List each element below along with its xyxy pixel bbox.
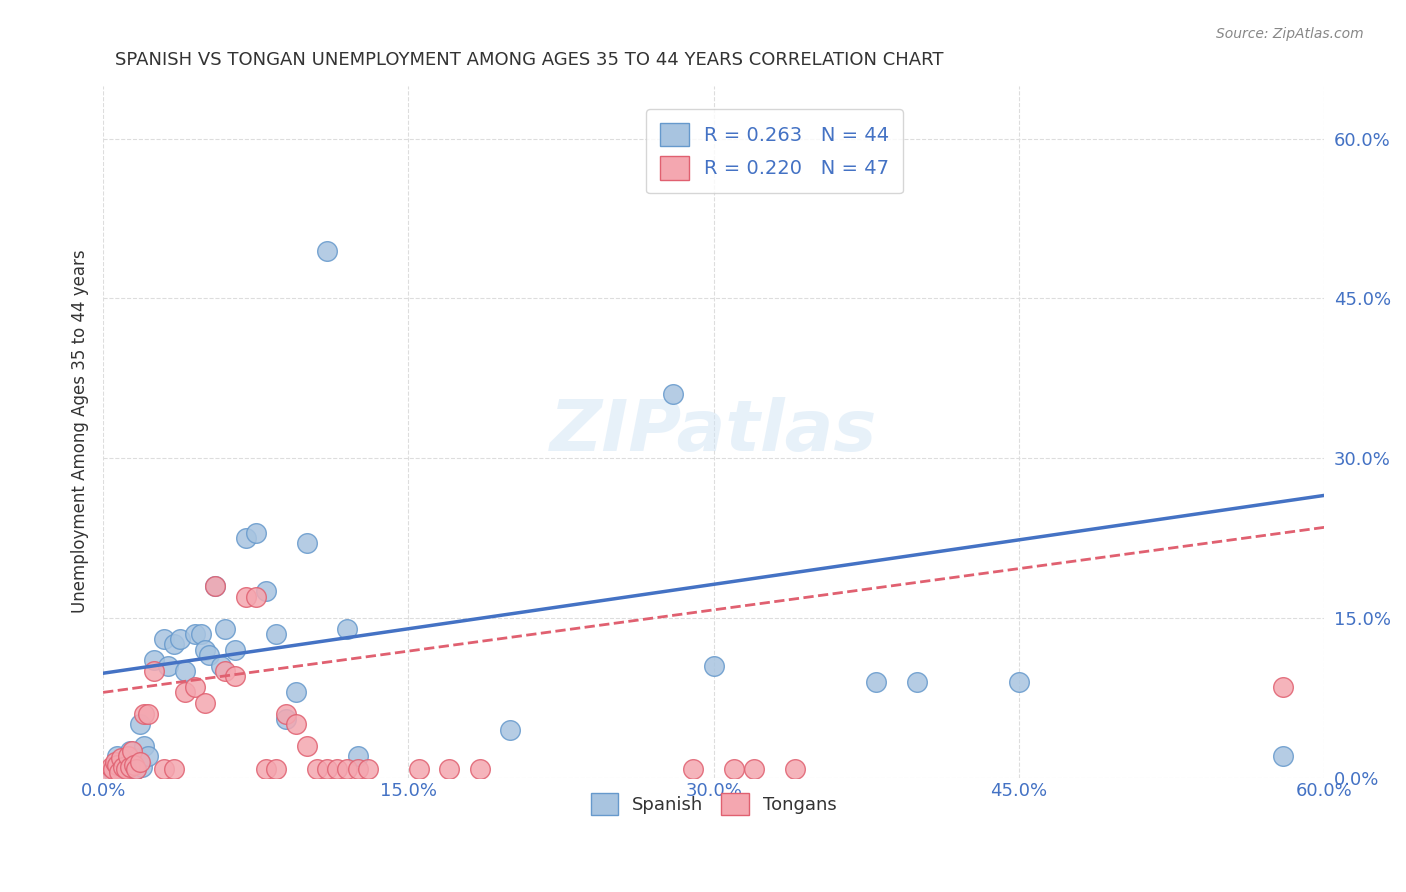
Point (437, 762, 460, 776)
Point (204, 579, 226, 593)
Point (118, 744, 141, 758)
Point (276, 712, 298, 726)
Point (143, 653, 166, 667)
Point (276, 706, 298, 721)
Point (163, 762, 186, 776)
Text: Source: ZipAtlas.com: Source: ZipAtlas.com (1216, 27, 1364, 41)
Point (121, 744, 143, 758)
Point (235, 531, 257, 545)
Point (117, 757, 139, 772)
Point (132, 706, 155, 721)
Point (214, 622, 236, 636)
Point (285, 685, 308, 699)
Point (110, 751, 132, 765)
Point (264, 762, 287, 776)
Point (316, 762, 339, 776)
Point (173, 664, 195, 678)
Y-axis label: Unemployment Among Ages 35 to 44 years: Unemployment Among Ages 35 to 44 years (72, 250, 89, 614)
Point (122, 755, 145, 769)
Point (214, 664, 236, 678)
Point (169, 632, 191, 647)
Point (783, 762, 806, 776)
Point (295, 536, 318, 550)
Point (209, 658, 232, 673)
Point (153, 632, 176, 647)
Point (132, 739, 155, 753)
Point (224, 669, 246, 683)
Point (194, 696, 217, 710)
Point (108, 760, 131, 774)
Point (136, 749, 159, 764)
Point (703, 658, 725, 673)
Point (100, 760, 122, 774)
Point (865, 674, 887, 689)
Point (183, 627, 205, 641)
Point (112, 760, 135, 774)
Legend: Spanish, Tongans: Spanish, Tongans (582, 784, 846, 824)
Point (128, 717, 150, 731)
Text: ZIPatlas: ZIPatlas (550, 397, 877, 466)
Point (204, 579, 226, 593)
Point (264, 627, 287, 641)
Point (346, 749, 368, 764)
Point (285, 717, 308, 731)
Point (153, 762, 176, 776)
Point (662, 387, 685, 401)
Point (143, 664, 166, 678)
Point (1008, 674, 1031, 689)
Point (131, 760, 153, 774)
Point (198, 648, 221, 662)
Point (105, 749, 128, 764)
Point (114, 762, 136, 776)
Point (346, 762, 368, 776)
Point (245, 590, 267, 604)
Point (105, 757, 128, 772)
Point (336, 762, 359, 776)
Point (103, 765, 125, 780)
Point (173, 685, 195, 699)
Point (125, 762, 148, 776)
Point (744, 762, 766, 776)
Point (1272, 680, 1295, 694)
Point (118, 760, 141, 774)
Point (96, 765, 118, 780)
Point (125, 762, 148, 776)
Point (1272, 749, 1295, 764)
Point (357, 762, 380, 776)
Point (122, 757, 145, 772)
Point (905, 674, 928, 689)
Point (408, 762, 430, 776)
Point (336, 622, 359, 636)
Point (254, 584, 277, 599)
Point (157, 658, 180, 673)
Point (305, 762, 328, 776)
Point (190, 627, 212, 641)
Point (127, 751, 149, 765)
Text: SPANISH VS TONGAN UNEMPLOYMENT AMONG AGES 35 TO 44 YEARS CORRELATION CHART: SPANISH VS TONGAN UNEMPLOYMENT AMONG AGE… (115, 51, 943, 69)
Point (235, 590, 257, 604)
Point (326, 762, 349, 776)
Point (245, 525, 267, 540)
Point (136, 706, 159, 721)
Point (468, 762, 491, 776)
Point (194, 642, 217, 657)
Point (117, 749, 139, 764)
Point (103, 762, 125, 776)
Point (108, 765, 131, 780)
Point (163, 638, 186, 652)
Point (224, 642, 246, 657)
Point (104, 755, 127, 769)
Point (128, 755, 150, 769)
Point (183, 680, 205, 694)
Point (295, 739, 318, 753)
Point (316, 244, 339, 258)
Point (682, 762, 704, 776)
Point (499, 723, 522, 737)
Point (723, 762, 745, 776)
Point (254, 762, 277, 776)
Point (112, 762, 135, 776)
